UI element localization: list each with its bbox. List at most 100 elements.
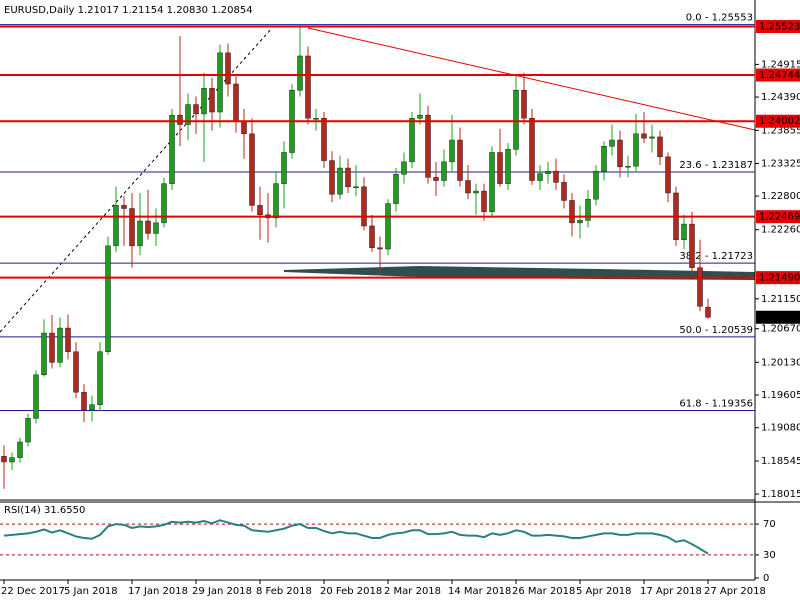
candle-body xyxy=(273,183,279,219)
candle-body xyxy=(249,133,255,206)
candle-body xyxy=(225,52,231,85)
candle-body xyxy=(137,220,143,247)
candle-body xyxy=(449,139,455,163)
candle-body xyxy=(337,167,343,195)
candle-body xyxy=(497,152,503,184)
candle-body xyxy=(473,190,479,194)
price-level-box xyxy=(756,20,800,34)
rsi-line xyxy=(3,519,709,555)
candle-body xyxy=(201,88,207,115)
candle-body xyxy=(681,223,687,240)
price-level-box xyxy=(756,271,800,285)
y-tick-label: 1.22800 xyxy=(761,191,800,202)
candle-body xyxy=(705,306,711,318)
candle-body xyxy=(17,441,23,458)
x-tick-label: 22 Dec 2017 xyxy=(1,586,65,597)
candle-body xyxy=(457,139,463,181)
candle-body xyxy=(297,55,303,91)
candle-body xyxy=(393,174,399,204)
y-tick-label: 1.22260 xyxy=(761,225,800,236)
candle-body xyxy=(505,149,511,184)
triangle-drawing xyxy=(284,266,755,280)
drawings xyxy=(0,27,756,333)
x-tick-label: 20 Feb 2018 xyxy=(320,586,382,597)
price-level-label: 1.25523 xyxy=(759,22,800,33)
candle-body xyxy=(169,114,175,184)
y-tick-label: 1.19605 xyxy=(761,390,800,401)
candle-body xyxy=(385,203,391,250)
candle-body xyxy=(649,136,655,139)
candle-body xyxy=(641,133,647,139)
candle-body xyxy=(305,55,311,119)
candle-body xyxy=(281,152,287,184)
candle-body xyxy=(65,327,71,352)
x-tick-label: 14 Mar 2018 xyxy=(448,586,511,597)
x-tick-label: 5 Apr 2018 xyxy=(576,586,631,597)
candle-body xyxy=(577,220,583,224)
candle-body xyxy=(89,404,95,410)
price-level-box xyxy=(756,210,800,224)
candle-body xyxy=(481,190,487,212)
candle-body xyxy=(1,456,7,463)
candle-body xyxy=(313,117,319,120)
y-tick-label: 1.24915 xyxy=(761,59,800,70)
x-tick-label: 2 Mar 2018 xyxy=(384,586,441,597)
candle-body xyxy=(329,160,335,195)
fibo-trendline xyxy=(0,27,273,333)
candle-body xyxy=(161,183,167,224)
candle-body xyxy=(73,351,79,393)
candle-body xyxy=(537,173,543,181)
chart-title: EURUSD,Daily 1.21017 1.21154 1.20830 1.2… xyxy=(4,5,253,16)
candle-body xyxy=(193,104,199,115)
candle-body xyxy=(417,114,423,119)
trendline xyxy=(307,27,756,131)
candle-body xyxy=(321,117,327,161)
candle-body xyxy=(33,374,39,419)
candle-body xyxy=(593,170,599,200)
fibonacci-label: 38.2 - 1.21723 xyxy=(679,251,753,262)
candle-body xyxy=(401,161,407,175)
price-level-box xyxy=(756,114,800,128)
x-tick-label: 5 Jan 2018 xyxy=(64,586,118,597)
candle-body xyxy=(25,418,31,443)
x-tick-label: 29 Jan 2018 xyxy=(192,586,252,597)
candle-body xyxy=(105,245,111,352)
fibonacci-label: 50.0 - 1.20539 xyxy=(679,325,753,336)
candle-body xyxy=(241,121,247,135)
candle-body xyxy=(209,88,215,113)
candle-body xyxy=(569,200,575,224)
candle-body xyxy=(185,104,191,125)
candle-body xyxy=(377,247,383,250)
price-level-label: 1.24002 xyxy=(759,116,800,127)
candle-body xyxy=(489,152,495,212)
y-tick-label: 1.20130 xyxy=(761,357,800,368)
price-level-label: 1.22469 xyxy=(759,212,800,223)
y-tick-label: 1.18545 xyxy=(761,456,800,467)
candle-body xyxy=(697,267,703,307)
y-tick-label: 1.24390 xyxy=(761,92,800,103)
rsi-tick-label: 0 xyxy=(763,573,769,584)
candle-body xyxy=(361,186,367,227)
candle-body xyxy=(153,222,159,234)
candle-body xyxy=(601,146,607,172)
rsi-tick-label: 30 xyxy=(763,550,776,561)
x-tick-label: 17 Jan 2018 xyxy=(128,586,188,597)
candle-body xyxy=(513,89,519,150)
candle-body xyxy=(625,165,631,168)
rsi-title: RSI(14) 31.6550 xyxy=(4,505,85,516)
candle-body xyxy=(409,117,415,163)
candle-body xyxy=(81,391,87,410)
candle-body xyxy=(57,327,63,363)
candle-body xyxy=(585,198,591,221)
candle-body xyxy=(689,223,695,268)
candle-body xyxy=(345,167,351,187)
x-tick-label: 26 Mar 2018 xyxy=(512,586,575,597)
candle-body xyxy=(41,332,47,376)
candle-body xyxy=(9,457,15,463)
last-price-label: 1.20854 xyxy=(759,312,800,323)
last-price-box xyxy=(756,310,800,324)
candle-body xyxy=(465,180,471,194)
price-level-label: 1.21490 xyxy=(759,273,800,284)
